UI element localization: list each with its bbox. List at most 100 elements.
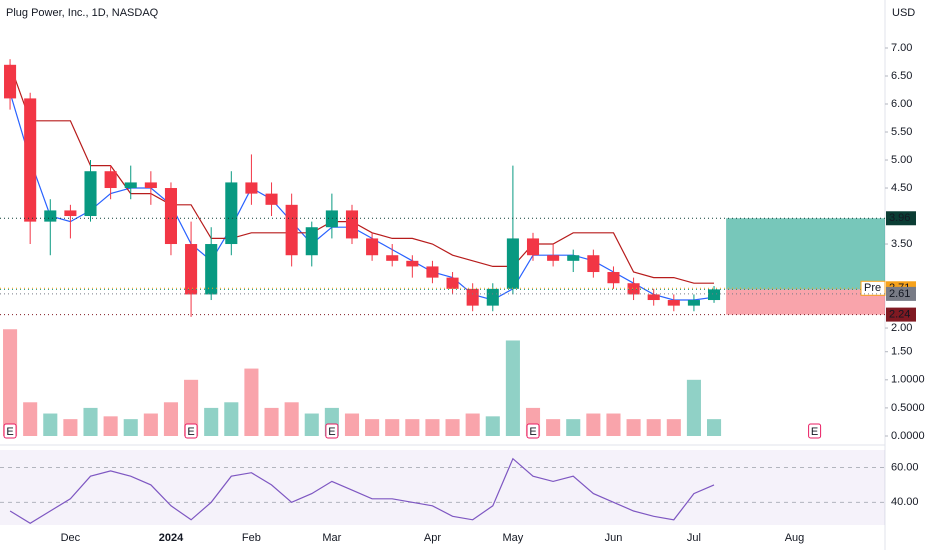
x-tick-label: Dec: [61, 532, 81, 544]
price-tag-prefix-label: Pre: [864, 282, 881, 294]
candle-body: [325, 210, 338, 228]
volume-bar: [485, 416, 500, 436]
candle-body: [245, 182, 258, 194]
x-tick-label: 2024: [159, 532, 184, 544]
candle-body: [506, 238, 519, 289]
earnings-label: E: [529, 426, 536, 438]
candle-body: [567, 255, 580, 261]
x-tick-label: May: [503, 532, 524, 544]
candle-body: [386, 255, 399, 261]
candle-body: [708, 289, 721, 301]
candle-body: [667, 300, 680, 306]
y-tick-label: 6.50: [891, 70, 912, 82]
volume-bar: [425, 419, 440, 436]
candle-body: [104, 171, 117, 189]
candle-body: [64, 210, 77, 217]
price-tag-label: 2.24: [889, 309, 910, 321]
volume-bar: [405, 419, 420, 436]
earnings-marker: [325, 423, 339, 439]
volume-bar: [3, 329, 18, 436]
candle-body: [366, 238, 379, 256]
volume-bar: [606, 413, 621, 436]
earnings-marker: [184, 423, 198, 439]
volume-bar: [123, 419, 138, 436]
volume-bar: [385, 419, 400, 436]
candle-body: [205, 244, 218, 295]
x-tick-label: Feb: [242, 532, 261, 544]
earnings-label: E: [6, 426, 13, 438]
y-tick-label: 4.50: [891, 182, 912, 194]
candle-body: [285, 204, 298, 256]
candle-body: [627, 283, 640, 295]
candle-body: [587, 255, 600, 273]
candle-body: [4, 64, 17, 99]
volume-bar: [646, 419, 661, 436]
candle-body: [124, 182, 137, 189]
indicator-line: [9, 64, 714, 284]
volume-bar: [666, 419, 681, 436]
earnings-label: E: [187, 426, 194, 438]
earnings-marker: [3, 423, 17, 439]
candle-body: [647, 294, 660, 301]
rsi-tick-label: 60.00: [891, 461, 919, 473]
candle-body: [144, 182, 157, 189]
rsi-tick-label: 40.00: [891, 496, 919, 508]
volume-tick-label: 1.50: [891, 346, 912, 358]
candle-body: [24, 98, 37, 222]
volume-bar: [344, 413, 360, 436]
price-tag: [886, 286, 916, 301]
candle-body: [265, 193, 278, 205]
candle-body: [466, 288, 479, 306]
y-tick-label: 3.50: [891, 238, 912, 250]
candle-body: [84, 171, 97, 217]
x-tick-label: Jul: [687, 532, 701, 544]
price-tag: [886, 307, 916, 322]
volume-bar: [244, 368, 259, 436]
volume-bar: [63, 419, 78, 436]
volume-bar: [143, 413, 158, 436]
volume-tick-label: 0.0000: [891, 430, 925, 442]
price-tag-label: 3.96: [889, 212, 910, 224]
volume-bar: [505, 340, 520, 436]
candle-body: [225, 182, 238, 245]
price-tag-label: 2.61: [889, 288, 910, 300]
position-target: [726, 218, 885, 290]
volume-bar: [304, 413, 319, 436]
earnings-label: E: [328, 426, 335, 438]
price-tag: [886, 211, 916, 226]
volume-bar: [103, 416, 118, 436]
price-tag-prefix: [860, 280, 886, 296]
candle-body: [305, 227, 318, 256]
chart-title: Plug Power, Inc., 1D, NASDAQ: [6, 7, 159, 19]
volume-bar: [445, 419, 460, 436]
candle-body: [44, 210, 57, 222]
volume-tick-label: 1.0000: [891, 374, 925, 386]
volume-bar: [204, 407, 219, 436]
rsi-band: [0, 450, 885, 525]
candle-body: [486, 288, 499, 306]
y-tick-label: 5.50: [891, 126, 912, 138]
earnings-marker: [526, 423, 540, 439]
volume-bar: [184, 379, 199, 436]
candle-body: [607, 272, 620, 284]
volume-tick-label: 0.5000: [891, 402, 925, 414]
x-tick-label: Jun: [605, 532, 623, 544]
candle-body: [446, 277, 459, 289]
y-tick-label: 6.00: [891, 98, 912, 110]
currency[interactable]: USD: [892, 7, 915, 19]
volume-bar: [586, 413, 601, 436]
candle-body: [426, 266, 439, 278]
y-tick-label: 7.00: [891, 42, 912, 54]
volume-bar: [163, 402, 179, 436]
candle-body: [164, 188, 177, 245]
volume-bar: [284, 402, 299, 436]
volume-bar: [365, 419, 380, 436]
candle-body: [526, 238, 540, 256]
y-tick-label: 5.00: [891, 154, 912, 166]
rsi-line: [9, 457, 715, 525]
volume-bar: [566, 419, 581, 436]
volume-bar: [23, 402, 38, 436]
volume-bar: [706, 419, 722, 436]
volume-bar: [264, 407, 279, 436]
